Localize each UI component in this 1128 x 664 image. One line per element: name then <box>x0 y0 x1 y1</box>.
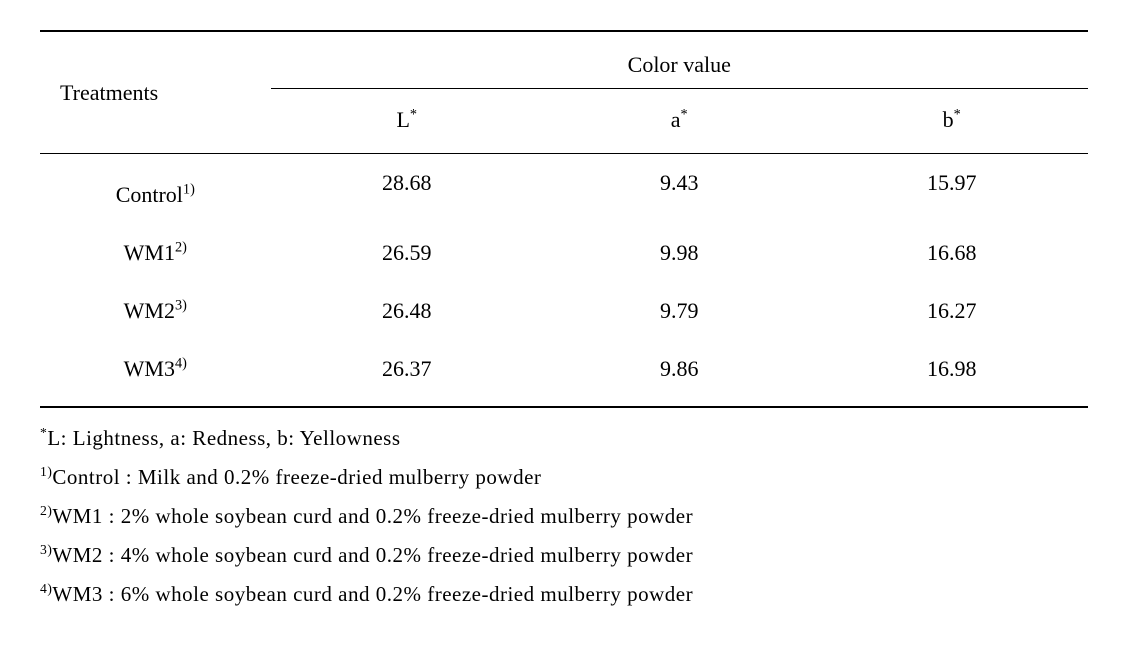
table-row: WM12) 26.59 9.98 16.68 <box>40 224 1088 282</box>
header-a: a* <box>543 89 815 154</box>
cell-b: 16.68 <box>815 224 1088 282</box>
header-a-text: a <box>671 107 681 132</box>
cell-b: 15.97 <box>815 154 1088 225</box>
footnote-sup-3: 3) <box>40 542 52 557</box>
header-a-sup: * <box>681 107 688 123</box>
cell-b: 16.27 <box>815 282 1088 340</box>
header-b-text: b <box>943 107 954 132</box>
table-row: Control1) 28.68 9.43 15.97 <box>40 154 1088 225</box>
header-treatments-text: Treatments <box>60 80 158 105</box>
cell-a: 9.43 <box>543 154 815 225</box>
header-b-sup: * <box>954 107 961 123</box>
header-L-sup: * <box>410 107 417 123</box>
footnote-star: *L: Lightness, a: Redness, b: Yellowness <box>40 426 1088 451</box>
header-color-value: Color value <box>271 31 1088 89</box>
row-label: WM34) <box>40 340 271 407</box>
row-name: Control <box>116 182 183 207</box>
table-row: WM23) 26.48 9.79 16.27 <box>40 282 1088 340</box>
footnote-sup-2: 2) <box>40 503 52 518</box>
footnote-1: 1)Control : Milk and 0.2% freeze-dried m… <box>40 465 1088 490</box>
cell-a: 9.98 <box>543 224 815 282</box>
row-sup: 2) <box>175 240 187 256</box>
row-sup: 4) <box>175 356 187 372</box>
footnote-1-text: Control : Milk and 0.2% freeze-dried mul… <box>52 465 541 489</box>
table-row: WM34) 26.37 9.86 16.98 <box>40 340 1088 407</box>
footnote-sup-1: 1) <box>40 464 52 479</box>
footnote-star-text: L: Lightness, a: Redness, b: Yellowness <box>47 426 400 450</box>
cell-L: 28.68 <box>271 154 543 225</box>
cell-L: 26.59 <box>271 224 543 282</box>
footnote-2-text: WM1 : 2% whole soybean curd and 0.2% fre… <box>52 504 693 528</box>
footnote-3-text: WM2 : 4% whole soybean curd and 0.2% fre… <box>52 543 693 567</box>
cell-L: 26.37 <box>271 340 543 407</box>
cell-a: 9.79 <box>543 282 815 340</box>
row-label: Control1) <box>40 154 271 225</box>
color-value-table: Treatments Color value L* a* b* Control1… <box>40 30 1088 408</box>
footnote-3: 3)WM2 : 4% whole soybean curd and 0.2% f… <box>40 543 1088 568</box>
footnote-4: 4)WM3 : 6% whole soybean curd and 0.2% f… <box>40 582 1088 607</box>
row-name: WM3 <box>124 356 175 381</box>
header-L: L* <box>271 89 543 154</box>
header-L-text: L <box>396 107 409 132</box>
row-name: WM1 <box>124 240 175 265</box>
footnote-sup-4: 4) <box>40 581 52 596</box>
footnotes: *L: Lightness, a: Redness, b: Yellowness… <box>40 426 1088 607</box>
row-sup: 1) <box>183 182 195 198</box>
header-b: b* <box>815 89 1088 154</box>
cell-a: 9.86 <box>543 340 815 407</box>
cell-b: 16.98 <box>815 340 1088 407</box>
row-label: WM23) <box>40 282 271 340</box>
table-header-row-1: Treatments Color value <box>40 31 1088 89</box>
row-sup: 3) <box>175 298 187 314</box>
header-color-value-text: Color value <box>628 52 731 77</box>
row-label: WM12) <box>40 224 271 282</box>
header-treatments: Treatments <box>40 31 271 154</box>
cell-L: 26.48 <box>271 282 543 340</box>
footnote-2: 2)WM1 : 2% whole soybean curd and 0.2% f… <box>40 504 1088 529</box>
footnote-4-text: WM3 : 6% whole soybean curd and 0.2% fre… <box>52 582 693 606</box>
data-table: Treatments Color value L* a* b* Control1… <box>40 30 1088 408</box>
row-name: WM2 <box>124 298 175 323</box>
